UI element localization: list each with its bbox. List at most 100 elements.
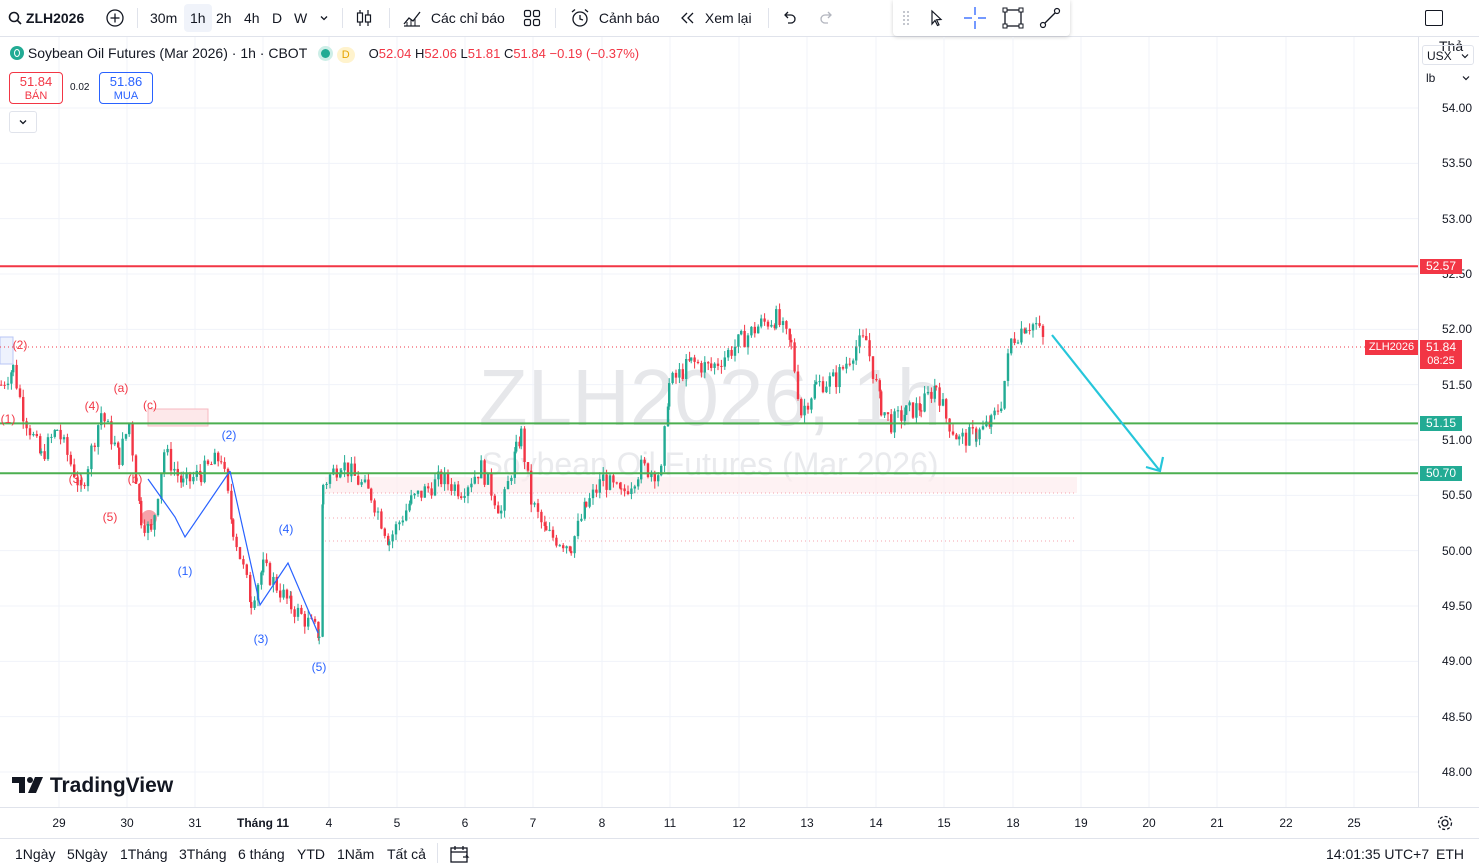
chevron-down-icon — [19, 120, 27, 125]
search-icon — [8, 11, 22, 25]
drag-handle-icon[interactable] — [902, 10, 910, 26]
range-3m[interactable]: 3Tháng — [179, 846, 227, 862]
wave-label-red[interactable]: (3) — [69, 472, 84, 486]
candle-body — [503, 489, 506, 511]
wave-label-red[interactable]: (b) — [128, 472, 143, 486]
wave-label-blue[interactable]: (3) — [254, 632, 269, 646]
price-axis[interactable]: USX lb 54.00 53.50 53.00 52.50 52.00 51.50 51.… — [1418, 37, 1479, 807]
templates-button[interactable] — [522, 4, 544, 32]
alerts-button[interactable]: Cảnh báo — [569, 4, 660, 32]
settings-gear-icon[interactable] — [1436, 814, 1454, 832]
chart-pane[interactable]: ZLH2026, 1h Soybean Oil Futures (Mar 202… — [0, 37, 1418, 807]
undo-button[interactable] — [780, 4, 800, 32]
interval-1h[interactable]: 1h — [184, 4, 212, 32]
legend-title[interactable]: Soybean Oil Futures (Mar 2026) — [27, 45, 228, 61]
price-tick-label: 48.50 — [1441, 709, 1472, 724]
redo-button[interactable] — [818, 4, 838, 32]
trend-line-icon[interactable] — [1037, 5, 1063, 31]
elliott-wave-labels[interactable]: (1) (2) (3) (4) (5) (a) (b) (c) (1) (2) (3) (4) (5) — [1, 338, 327, 674]
candle-body — [573, 536, 576, 554]
cursor-arrow-icon[interactable] — [926, 8, 946, 28]
wave-label-red[interactable]: (2) — [13, 338, 28, 352]
range-all[interactable]: Tất cả — [387, 846, 426, 862]
candle-body — [275, 576, 278, 591]
candle-body — [90, 445, 93, 470]
wave-label-red[interactable]: (a) — [114, 381, 129, 395]
compare-symbol-button[interactable] — [104, 4, 126, 32]
level-price-tag[interactable]: 51.15 — [1420, 415, 1462, 431]
candle-body — [173, 468, 176, 471]
interval-4h[interactable]: 4h — [244, 10, 260, 26]
indicators-button[interactable]: Các chỉ báo — [401, 4, 505, 32]
candle-body — [878, 380, 881, 392]
level-price-tag[interactable]: 52.57 — [1420, 258, 1462, 274]
current-price: 51.84 — [1425, 340, 1457, 354]
candle-body — [394, 524, 398, 535]
candle-body — [923, 393, 926, 412]
symbol-search[interactable]: ZLH2026 — [8, 4, 84, 32]
candle-body — [918, 403, 921, 411]
wave-label-red[interactable]: (5) — [103, 510, 118, 524]
candle-body — [62, 437, 66, 440]
wave-label-blue[interactable]: (2) — [222, 428, 237, 442]
buy-price: 51.86 — [109, 74, 143, 89]
candle-body — [140, 500, 143, 526]
range-ytd[interactable]: YTD — [297, 846, 325, 862]
candle-body — [300, 607, 303, 614]
level-price-tag[interactable]: 50.70 — [1420, 465, 1462, 481]
wave-label-red[interactable]: (c) — [143, 398, 157, 412]
candle-body — [536, 503, 540, 512]
candle-body — [200, 474, 203, 483]
snapshot-checkbox[interactable]: Thả — [1425, 4, 1479, 54]
buy-button[interactable]: 51.86 MUA — [99, 72, 153, 104]
clock[interactable]: 14:01:35 UTC+7 — [1326, 846, 1430, 862]
wave-label-blue[interactable]: (1) — [178, 564, 193, 578]
unit-dropdown[interactable]: lb — [1422, 68, 1474, 88]
range-6m[interactable]: 6 tháng — [238, 846, 285, 862]
wave-label-red[interactable]: (1) — [1, 412, 16, 426]
candle-body — [285, 589, 289, 599]
candle-body — [1020, 328, 1023, 343]
range-1d[interactable]: 1Ngày — [15, 846, 56, 862]
range-1m[interactable]: 1Tháng — [120, 846, 168, 862]
market-status-icon[interactable] — [320, 49, 330, 58]
crosshair-icon[interactable] — [962, 5, 988, 31]
tradingview-logo[interactable]: TradingView — [12, 774, 173, 798]
candle-body — [730, 349, 733, 356]
rectangle-tool-icon[interactable] — [1001, 6, 1025, 30]
interval-w[interactable]: W — [294, 10, 308, 26]
candle-body — [530, 470, 533, 505]
interval-2h[interactable]: 2h — [216, 10, 232, 26]
open-label: O — [368, 46, 379, 61]
wave-label-blue[interactable]: (5) — [312, 660, 327, 674]
current-price-tag[interactable]: 51.84 08:25 — [1420, 340, 1462, 369]
wave-label-blue[interactable]: (4) — [279, 522, 294, 536]
candle-body — [3, 384, 6, 386]
chart-type-button[interactable] — [353, 4, 377, 32]
replay-button[interactable]: Xem lại — [679, 4, 752, 32]
sell-button[interactable]: 51.84 BÁN — [9, 72, 63, 104]
horizontal-levels[interactable] — [0, 265, 1418, 475]
symbol-price-tag[interactable]: ZLH2026 — [1365, 340, 1418, 355]
forecast-arrow[interactable] — [1051, 334, 1165, 473]
close-value: 51.84 — [513, 46, 546, 61]
candle-body — [405, 510, 408, 521]
candle-body — [50, 436, 53, 438]
divider — [768, 8, 769, 28]
legend-collapse-button[interactable] — [9, 111, 37, 133]
candle-body — [460, 496, 463, 498]
delayed-badge[interactable]: D — [336, 47, 355, 63]
interval-dropdown[interactable] — [318, 4, 332, 32]
calendar-goto-icon[interactable] — [449, 844, 471, 864]
range-5d[interactable]: 5Ngày — [67, 846, 108, 862]
currency-dropdown[interactable]: USX — [1422, 45, 1474, 65]
candle-body — [900, 410, 903, 421]
session-toggle[interactable]: ETH — [1436, 846, 1464, 862]
time-axis[interactable]: 29 30 31 Tháng 11 4 5 6 7 8 11 12 13 14 15 18 19 20 21 22 2… — [0, 807, 1479, 838]
interval-d[interactable]: D — [272, 10, 283, 26]
wave-label-red[interactable]: (4) — [85, 399, 100, 413]
price-chart[interactable]: ZLH2026, 1h Soybean Oil Futures (Mar 202… — [0, 37, 1418, 807]
range-1y[interactable]: 1Năm — [337, 846, 375, 862]
candle-body — [693, 357, 696, 362]
interval-30m[interactable]: 30m — [150, 10, 178, 26]
